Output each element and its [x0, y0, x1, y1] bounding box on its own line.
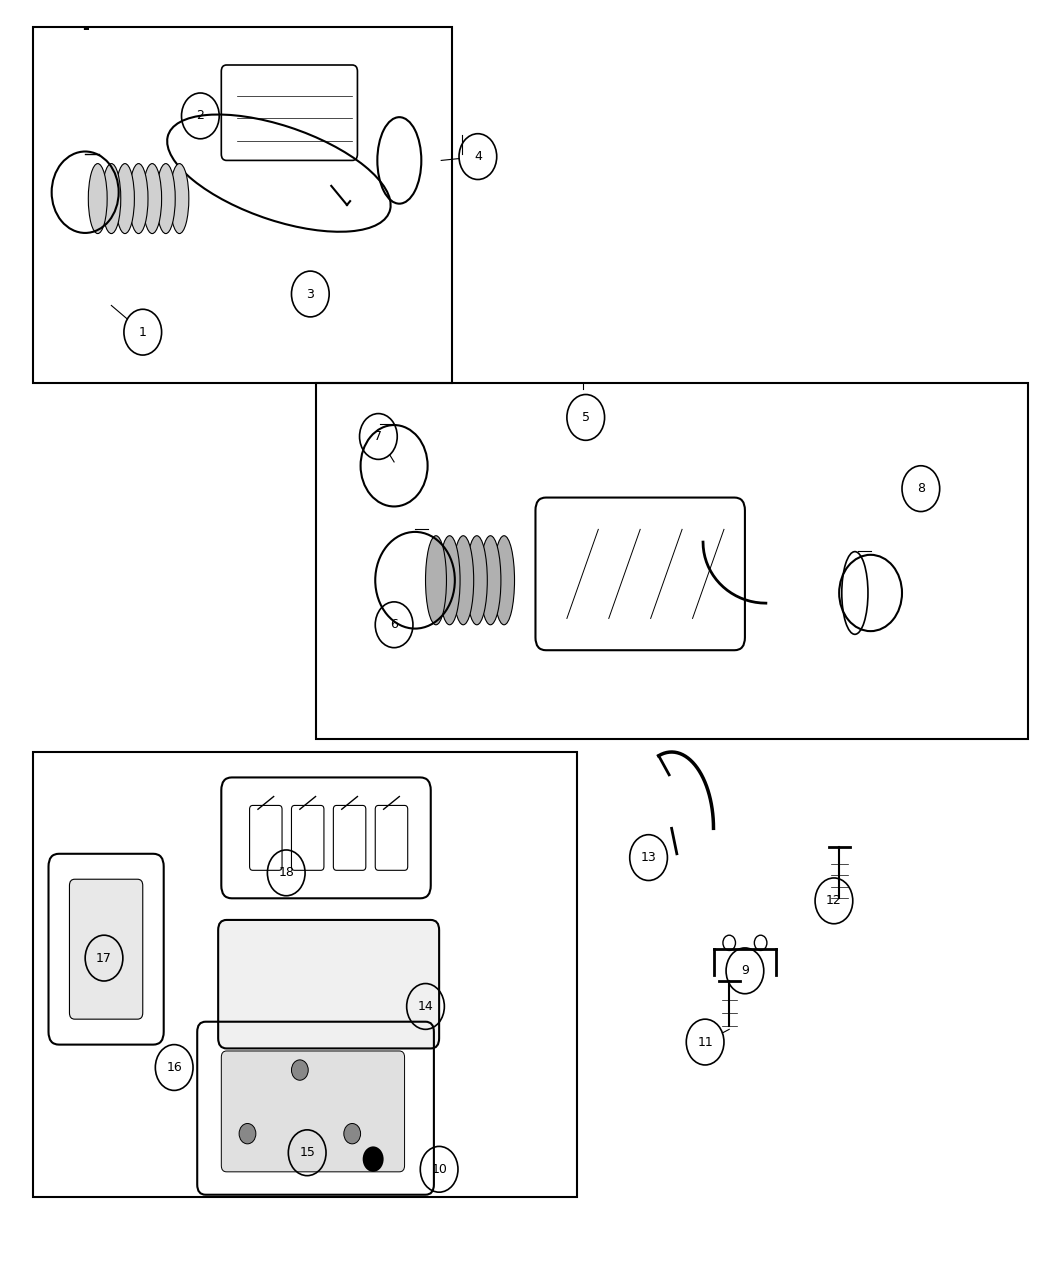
Text: 11: 11 — [697, 1035, 713, 1048]
Ellipse shape — [116, 163, 134, 233]
Circle shape — [343, 1123, 360, 1144]
Ellipse shape — [842, 552, 868, 635]
Text: 16: 16 — [166, 1061, 182, 1074]
Ellipse shape — [466, 536, 487, 625]
Bar — [33, 27, 452, 382]
Text: 10: 10 — [432, 1163, 447, 1176]
Text: 17: 17 — [97, 951, 112, 965]
Text: 6: 6 — [391, 618, 398, 631]
Text: 5: 5 — [582, 411, 590, 423]
Text: 2: 2 — [196, 110, 205, 122]
Circle shape — [362, 1146, 383, 1172]
FancyBboxPatch shape — [218, 921, 439, 1048]
Text: 9: 9 — [741, 964, 749, 978]
Text: 4: 4 — [474, 150, 482, 163]
Ellipse shape — [156, 163, 175, 233]
Text: 1: 1 — [139, 325, 147, 339]
Text: 3: 3 — [307, 287, 314, 301]
Ellipse shape — [453, 536, 474, 625]
Text: 14: 14 — [418, 1000, 434, 1012]
Text: -: - — [82, 20, 88, 38]
Ellipse shape — [480, 536, 501, 625]
Ellipse shape — [102, 163, 121, 233]
Bar — [33, 752, 578, 1197]
FancyBboxPatch shape — [222, 1051, 404, 1172]
Text: 15: 15 — [299, 1146, 315, 1159]
Text: 7: 7 — [375, 430, 382, 442]
Circle shape — [239, 1123, 256, 1144]
Text: 8: 8 — [917, 482, 925, 495]
Ellipse shape — [439, 536, 460, 625]
Ellipse shape — [88, 163, 107, 233]
Text: 18: 18 — [278, 866, 294, 880]
Ellipse shape — [129, 163, 148, 233]
Text: 13: 13 — [640, 852, 656, 864]
Ellipse shape — [494, 536, 514, 625]
Ellipse shape — [170, 163, 189, 233]
Text: 12: 12 — [826, 894, 842, 908]
FancyBboxPatch shape — [69, 880, 143, 1019]
Ellipse shape — [425, 536, 446, 625]
Ellipse shape — [143, 163, 162, 233]
Bar — [316, 382, 1028, 740]
Circle shape — [292, 1060, 309, 1080]
